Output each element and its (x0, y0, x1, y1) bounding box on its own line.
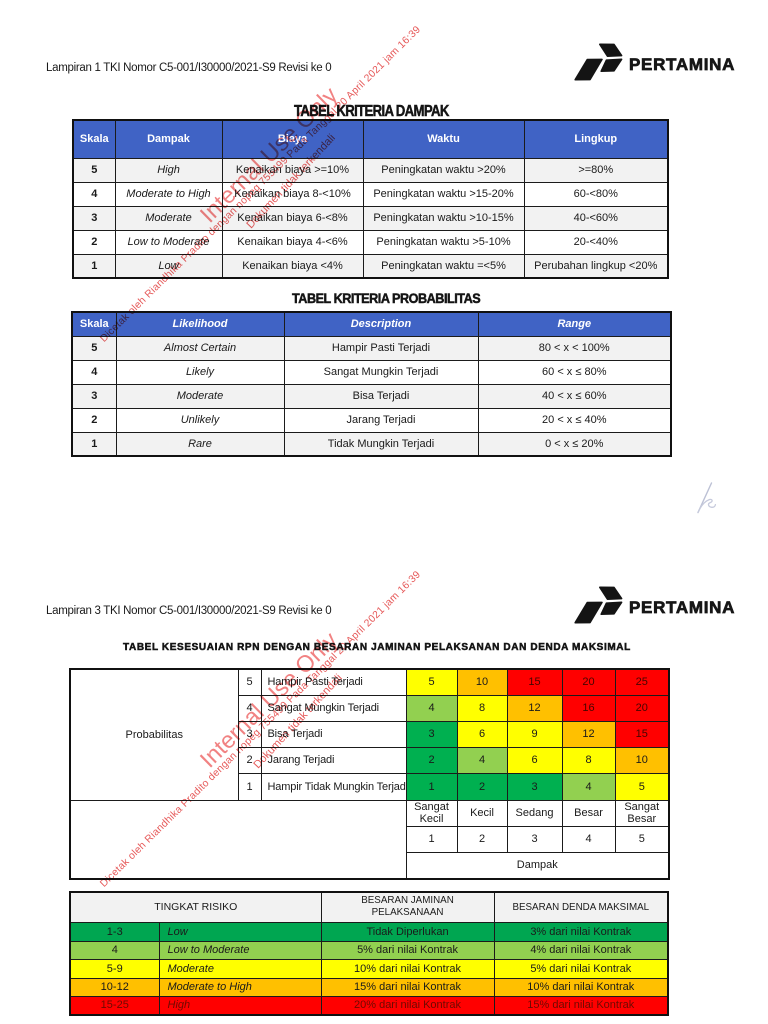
svg-text:PERTAMINA: PERTAMINA (629, 55, 735, 74)
svg-text:PERTAMINA: PERTAMINA (629, 598, 735, 617)
